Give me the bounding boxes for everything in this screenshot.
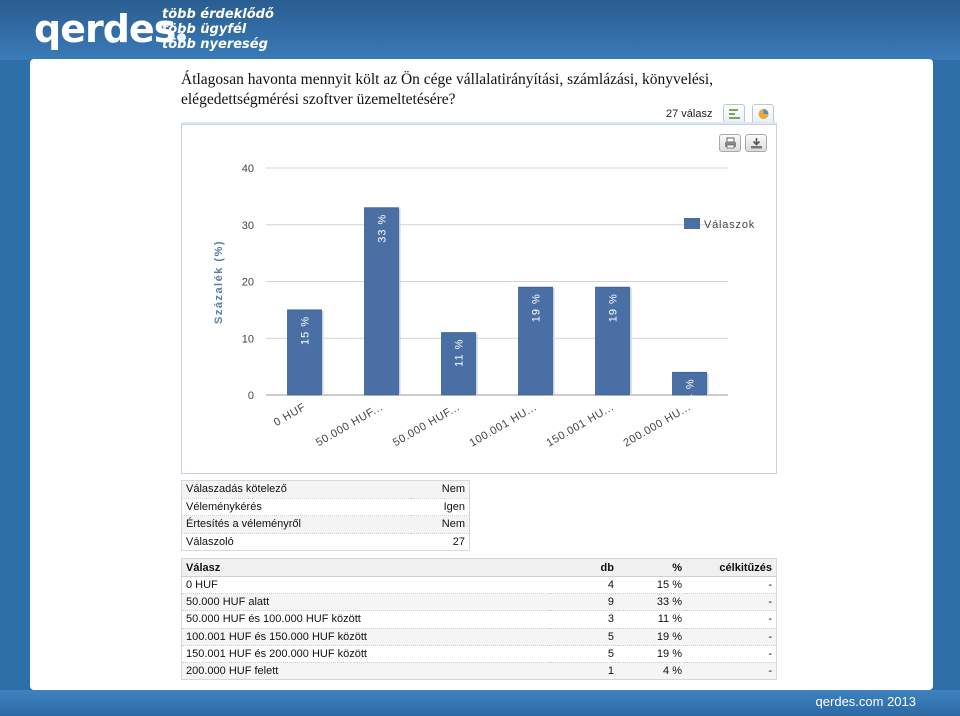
cell-answer: 100.001 HUF és 150.000 HUF között — [181, 628, 550, 646]
settings-row: Válaszoló 27 — [181, 533, 470, 551]
tagline-line-3: több nyereség — [162, 37, 268, 52]
cell-target: - — [686, 593, 777, 612]
settings-value: Nem — [410, 480, 470, 499]
header-db: db — [550, 558, 618, 577]
cell-target: - — [686, 662, 777, 681]
settings-label: Értesítés a véleményről — [181, 515, 411, 534]
table-row: 150.001 HUF és 200.000 HUF között 5 19 % - — [181, 645, 777, 663]
chart-container — [181, 124, 777, 474]
print-icon — [725, 137, 736, 149]
cell-pct: 33 % — [618, 593, 686, 612]
table-row: 50.000 HUF alatt 9 33 % - — [181, 593, 777, 612]
chart-top-rule — [181, 122, 777, 124]
cell-pct: 19 % — [618, 645, 686, 663]
table-row: 0 HUF 4 15 % - — [181, 576, 777, 595]
cell-db: 9 — [550, 593, 618, 612]
bar-chart-toggle[interactable] — [723, 104, 745, 124]
settings-label: Válaszoló — [181, 533, 411, 551]
settings-row: Véleménykérés Igen — [181, 498, 470, 516]
question-title: Átlagosan havonta mennyit költ az Ön cég… — [181, 71, 713, 108]
settings-value: Igen — [410, 498, 470, 516]
header-pct: % — [618, 558, 686, 577]
cell-answer: 0 HUF — [181, 576, 550, 595]
cell-target: - — [686, 576, 777, 595]
cell-pct: 19 % — [618, 628, 686, 646]
cell-pct: 11 % — [618, 610, 686, 629]
cell-target: - — [686, 628, 777, 646]
header-band — [0, 0, 960, 60]
logo-dot — [177, 33, 187, 42]
tagline: több érdeklődő több ügyfél több nyereség — [162, 7, 274, 52]
header-answer: Válasz — [181, 558, 550, 577]
cell-pct: 4 % — [618, 662, 686, 681]
cell-answer: 200.000 HUF felett — [181, 662, 550, 681]
cell-db: 5 — [550, 645, 618, 663]
tagline-line-1: több érdeklődő — [162, 7, 274, 22]
footer-band — [0, 690, 960, 716]
cell-answer: 150.001 HUF és 200.000 HUF között — [181, 645, 550, 663]
settings-label: Véleménykérés — [181, 498, 411, 516]
answers-count: 27 válasz — [666, 108, 713, 120]
download-button[interactable] — [745, 134, 767, 152]
question-settings-table: Válaszadás kötelező Nem Véleménykérés Igen… — [181, 480, 470, 551]
settings-row: Értesítés a véleményről Nem — [181, 515, 470, 534]
results-table: Válasz db % célkitűzés 0 HUF 4 15 % - 50.00… — [181, 558, 777, 681]
download-icon — [751, 138, 762, 149]
table-row: 100.001 HUF és 150.000 HUF között 5 19 % - — [181, 628, 777, 646]
cell-target: - — [686, 610, 777, 629]
print-button[interactable] — [719, 134, 741, 152]
pie-chart-icon — [758, 109, 769, 119]
settings-row: Válaszadás kötelező Nem — [181, 480, 470, 499]
tagline-line-2: több ügyfél — [162, 22, 247, 37]
cell-answer: 50.000 HUF alatt — [181, 593, 550, 612]
bar-chart-icon — [729, 109, 740, 119]
cell-answer: 50.000 HUF és 100.000 HUF között — [181, 610, 550, 629]
cell-db: 3 — [550, 610, 618, 629]
table-row: 50.000 HUF és 100.000 HUF között 3 11 % - — [181, 610, 777, 629]
cell-db: 5 — [550, 628, 618, 646]
pie-chart-toggle[interactable] — [752, 104, 774, 124]
settings-label: Válaszadás kötelező — [181, 480, 411, 499]
cell-db: 4 — [550, 576, 618, 595]
settings-value: Nem — [410, 515, 470, 534]
settings-value: 27 — [410, 533, 470, 551]
cell-pct: 15 % — [618, 576, 686, 595]
footer-brand: qerdes.com 2013 — [815, 694, 916, 709]
table-row: 200.000 HUF felett 1 4 % - — [181, 662, 777, 681]
header-target: célkitűzés — [686, 558, 777, 577]
results-header-row: Válasz db % célkitűzés — [181, 558, 777, 577]
cell-target: - — [686, 645, 777, 663]
cell-db: 1 — [550, 662, 618, 681]
qerdes-logo: qerdes — [34, 4, 187, 54]
